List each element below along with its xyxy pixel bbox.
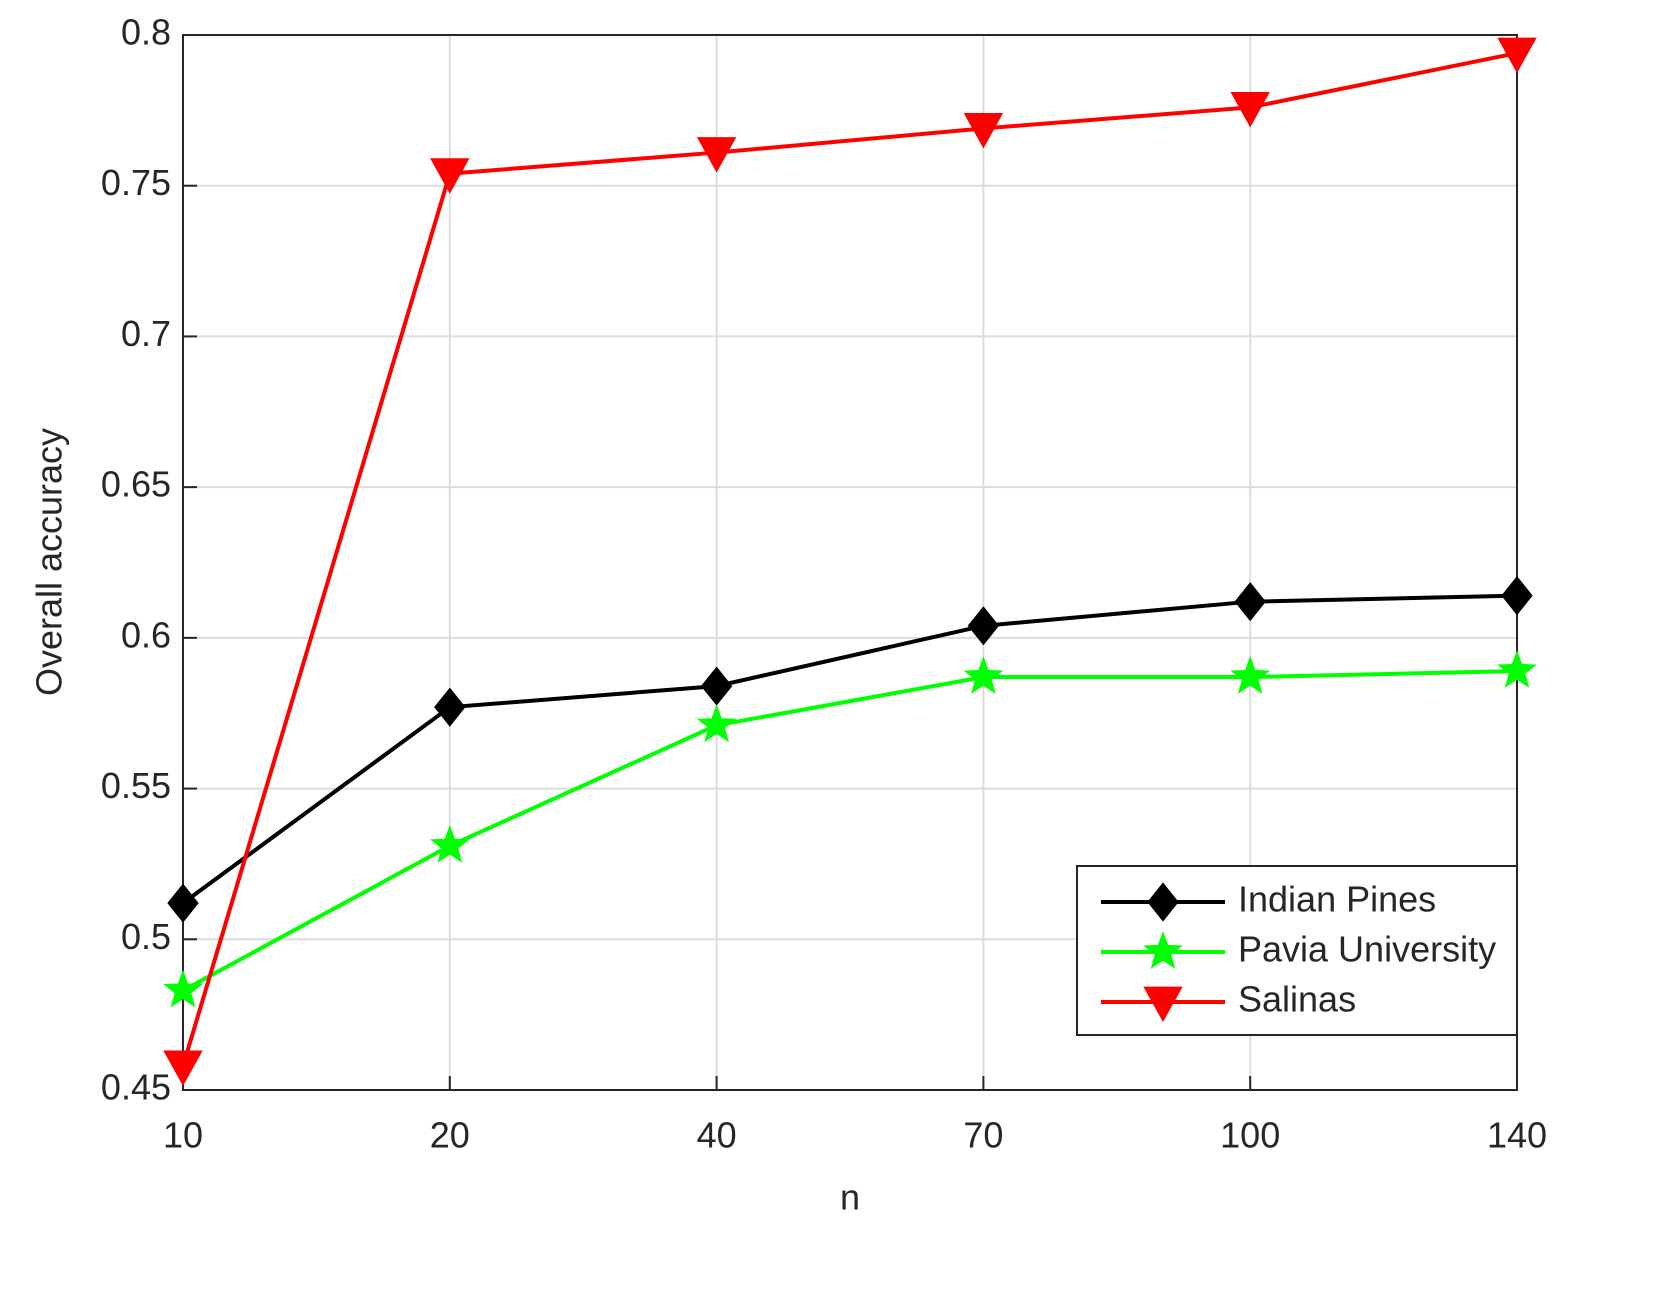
y-tick-label: 0.5 xyxy=(121,916,171,957)
legend-label: Pavia University xyxy=(1238,929,1496,970)
y-tick-label: 0.75 xyxy=(101,162,171,203)
x-tick-label: 100 xyxy=(1220,1115,1280,1156)
x-tick-label: 40 xyxy=(697,1115,737,1156)
data-point xyxy=(963,656,1004,694)
x-tick-label: 10 xyxy=(163,1115,203,1156)
data-point xyxy=(163,1050,203,1086)
x-tick-label: 140 xyxy=(1487,1115,1547,1156)
plot-frame xyxy=(182,34,1518,1091)
data-point xyxy=(1230,656,1270,694)
x-tick-label: 70 xyxy=(963,1115,1003,1156)
data-point xyxy=(434,687,466,727)
y-tick-label: 0.8 xyxy=(121,12,171,53)
data-point xyxy=(967,606,1000,646)
y-tick-label: 0.6 xyxy=(121,614,171,655)
data-point xyxy=(167,883,199,923)
data-point xyxy=(1497,650,1537,688)
legend-label: Salinas xyxy=(1238,979,1356,1020)
legend-label: Indian Pines xyxy=(1238,879,1436,920)
data-point xyxy=(696,137,737,173)
series-line xyxy=(181,593,1518,905)
x-tick-label: 20 xyxy=(430,1115,470,1156)
data-point xyxy=(430,158,470,194)
data-point xyxy=(430,824,470,863)
data-point xyxy=(163,969,203,1008)
legend-marker xyxy=(1147,882,1179,922)
x-axis-label: n xyxy=(840,1177,860,1218)
y-tick-label: 0.45 xyxy=(101,1067,171,1108)
y-tick-label: 0.55 xyxy=(101,765,171,806)
y-tick-label: 0.65 xyxy=(101,464,171,505)
data-point xyxy=(1501,576,1533,616)
data-point xyxy=(696,704,737,743)
y-axis-label: Overall accuracy xyxy=(29,428,70,696)
data-point xyxy=(1497,37,1537,74)
data-point xyxy=(963,113,1004,149)
data-point xyxy=(700,666,733,706)
series-line xyxy=(182,669,1518,993)
data-point xyxy=(1234,582,1266,622)
y-tick-label: 0.7 xyxy=(121,313,171,354)
data-point xyxy=(1230,91,1270,128)
legend-marker xyxy=(1143,986,1183,1023)
series-line xyxy=(181,51,1518,1067)
legend-marker xyxy=(1143,931,1183,969)
